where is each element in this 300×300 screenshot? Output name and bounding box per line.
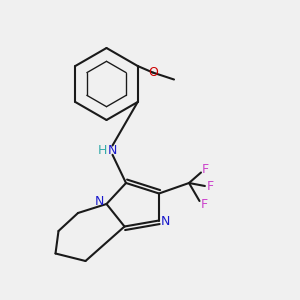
Text: N: N — [108, 144, 117, 157]
Text: F: F — [206, 179, 214, 193]
Text: N: N — [160, 214, 170, 228]
Text: N: N — [95, 195, 105, 208]
Text: F: F — [200, 197, 208, 211]
Text: F: F — [202, 163, 209, 176]
Text: H: H — [98, 144, 107, 157]
Text: O: O — [148, 66, 158, 79]
